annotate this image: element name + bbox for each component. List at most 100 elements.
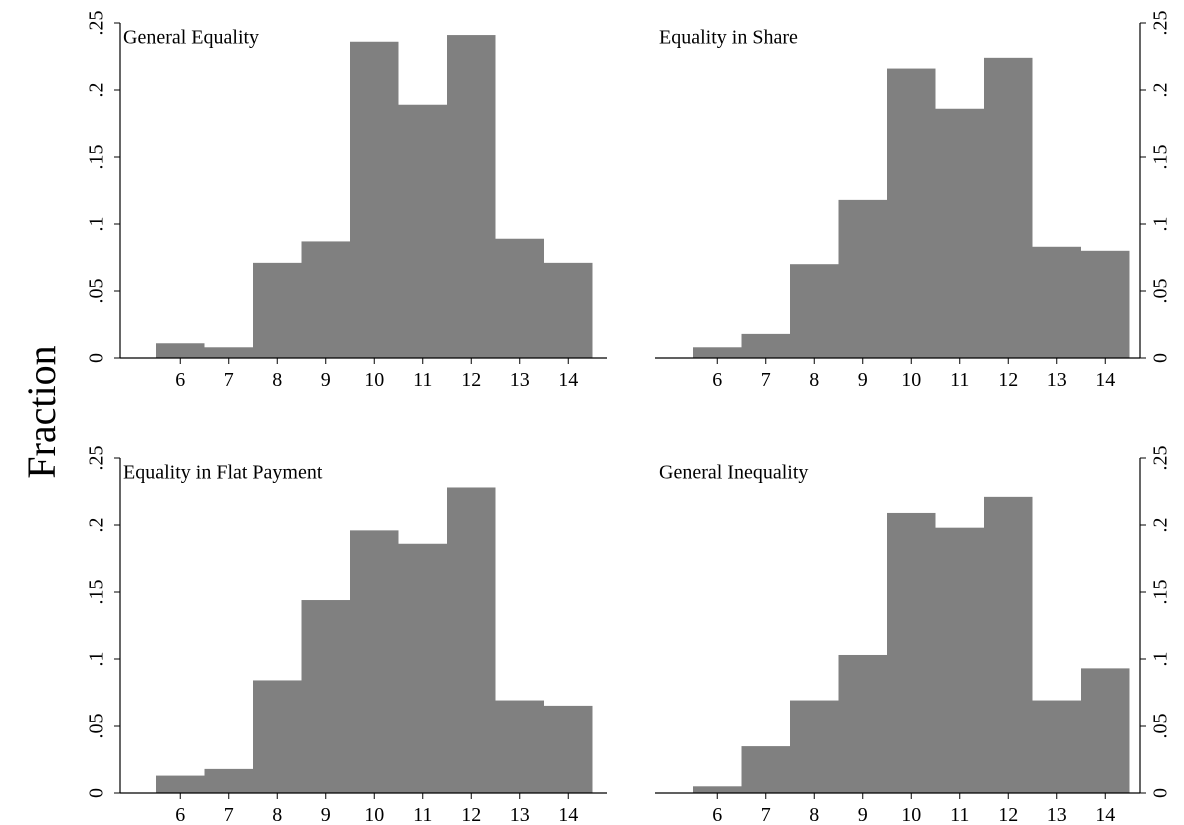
y-tick-label: .25 [86,11,108,36]
x-tick-label: 13 [510,804,530,825]
histogram-bar [253,262,302,358]
histogram-bar [887,512,936,793]
x-tick-label: 7 [224,369,234,391]
y-tick-label: .15 [1150,580,1172,605]
x-tick-label: 11 [950,804,969,825]
y-tick-label: 0 [1150,353,1172,363]
y-tick-label: .25 [86,446,108,471]
histogram-panel: 6 7 8 9 10 11 12 13 14 0 .05 .1 .15 .2 .25 Equality in … [86,446,607,825]
x-tick-label: 8 [272,369,282,391]
histogram-bar [1081,668,1130,793]
x-tick-label: 14 [1095,369,1115,391]
x-tick-label: 9 [321,369,331,391]
x-tick-label: 11 [413,369,432,391]
x-tick-label: 10 [364,804,384,825]
x-tick-label: 14 [558,369,578,391]
histogram-bar [693,786,742,793]
x-tick-label: 13 [1047,804,1067,825]
x-tick-label: 13 [1047,369,1067,391]
histogram-bar [350,530,399,793]
x-tick-label: 7 [224,804,234,825]
histogram-bar [204,768,253,793]
histogram-bar [398,104,447,359]
histogram-bar [935,527,984,793]
histogram-bar [1032,246,1081,358]
x-tick-label: 9 [321,804,331,825]
panel-title: Equality in Flat Payment [123,462,323,484]
x-tick-label: 10 [901,804,921,825]
histogram-bar [838,654,887,793]
histogram-bar [350,41,399,358]
x-tick-label: 8 [272,804,282,825]
y-tick-label: .2 [86,83,108,98]
x-tick-label: 10 [901,369,921,391]
x-tick-label: 12 [998,804,1018,825]
histogram-bar [935,108,984,358]
histogram-panel: 6 7 8 9 10 11 12 13 14 0 .05 .1 .15 .2 .25 General Ineq… [655,446,1172,825]
y-axis-label: Fraction [19,345,64,478]
histogram-bar [544,262,593,358]
histogram-bar [984,57,1033,359]
x-tick-label: 13 [510,369,530,391]
y-tick-label: 0 [86,788,108,798]
histogram-bar [544,705,593,793]
y-tick-label: .1 [1150,217,1172,232]
x-tick-label: 7 [761,369,771,391]
y-tick-label: .05 [1150,714,1172,739]
histogram-bar [204,347,253,358]
y-tick-label: 0 [1150,788,1172,798]
histogram-panel: 6 7 8 9 10 11 12 13 14 0 .05 .1 .15 .2 .25 General Equa… [86,11,607,391]
x-tick-label: 10 [364,369,384,391]
histogram-bar [156,775,205,793]
x-tick-label: 9 [858,804,868,825]
y-tick-label: .2 [1150,518,1172,533]
histogram-bar [301,241,350,358]
x-tick-label: 12 [461,804,481,825]
histogram-panel: 6 7 8 9 10 11 12 13 14 0 .05 .1 .15 .2 .25 Equality in … [655,11,1172,391]
histogram-bar [495,238,544,358]
x-tick-label: 14 [558,804,578,825]
y-tick-label: .25 [1150,446,1172,471]
y-tick-label: 0 [86,353,108,363]
y-tick-label: .1 [86,217,108,232]
y-tick-label: .05 [86,714,108,739]
histogram-bar [790,700,839,793]
x-tick-label: 7 [761,804,771,825]
panel-title: Equality in Share [659,27,798,49]
x-tick-label: 14 [1095,804,1115,825]
histogram-bar [741,746,790,793]
x-tick-label: 6 [175,804,185,825]
histogram-bar [838,199,887,358]
x-tick-label: 6 [712,369,722,391]
y-tick-label: .2 [1150,83,1172,98]
histogram-bar [984,496,1033,793]
histogram-bar [495,700,544,793]
x-tick-label: 6 [712,804,722,825]
histogram-bar [253,680,302,793]
x-tick-label: 6 [175,369,185,391]
y-tick-label: .15 [86,580,108,605]
histogram-bar [693,347,742,358]
y-tick-label: .1 [86,652,108,667]
histogram-bar [447,35,496,359]
x-tick-label: 11 [413,804,432,825]
histogram-bar [790,264,839,358]
y-tick-label: .2 [86,518,108,533]
panels: 6 7 8 9 10 11 12 13 14 0 .05 .1 .15 .2 .25 General Equa… [86,11,1172,825]
panel-title: General Equality [123,27,259,49]
x-tick-label: 9 [858,369,868,391]
histogram-bar [1081,250,1130,358]
histogram-bar [741,333,790,358]
y-tick-label: .25 [1150,11,1172,36]
y-tick-label: .15 [86,145,108,170]
panel-title: General Inequality [659,462,808,484]
y-tick-label: .1 [1150,652,1172,667]
x-tick-label: 12 [998,369,1018,391]
y-tick-label: .15 [1150,145,1172,170]
x-tick-label: 8 [809,369,819,391]
y-tick-label: .05 [1150,279,1172,304]
histogram-bar [1032,700,1081,793]
histogram-bar [156,343,205,358]
x-tick-label: 11 [950,369,969,391]
